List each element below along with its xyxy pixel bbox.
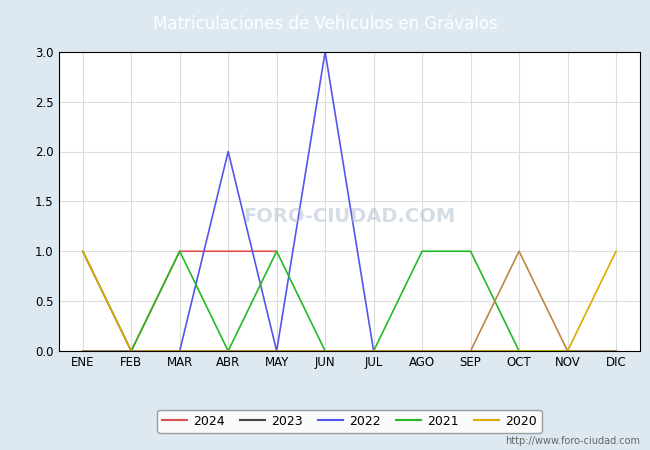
2020 <box>321 348 329 354</box>
2023 <box>418 348 426 354</box>
2023 <box>564 348 571 354</box>
2022 <box>612 348 620 354</box>
2023 <box>79 248 86 254</box>
2024 <box>176 248 183 254</box>
2022 <box>273 348 281 354</box>
2023 <box>612 348 620 354</box>
2020 <box>612 248 620 254</box>
2021 <box>515 348 523 354</box>
2020 <box>176 348 183 354</box>
2020 <box>467 348 474 354</box>
2022 <box>515 348 523 354</box>
2022 <box>467 348 474 354</box>
2022 <box>321 49 329 54</box>
2020 <box>273 348 281 354</box>
2020 <box>418 348 426 354</box>
Line: 2023: 2023 <box>83 251 616 351</box>
2021 <box>467 248 474 254</box>
Text: FORO-CIUDAD.COM: FORO-CIUDAD.COM <box>243 207 456 226</box>
2022 <box>127 348 135 354</box>
2020 <box>127 348 135 354</box>
Line: 2020: 2020 <box>83 251 616 351</box>
2023 <box>176 348 183 354</box>
2021 <box>176 248 183 254</box>
2020 <box>370 348 378 354</box>
2021 <box>370 348 378 354</box>
Line: 2024: 2024 <box>83 251 277 351</box>
2023 <box>515 348 523 354</box>
2020 <box>79 248 86 254</box>
2023 <box>273 348 281 354</box>
2020 <box>224 348 232 354</box>
Legend: 2024, 2023, 2022, 2021, 2020: 2024, 2023, 2022, 2021, 2020 <box>157 410 541 432</box>
2023 <box>467 348 474 354</box>
2021 <box>224 348 232 354</box>
Text: http://www.foro-ciudad.com: http://www.foro-ciudad.com <box>505 436 640 446</box>
2021 <box>321 348 329 354</box>
2022 <box>564 348 571 354</box>
2021 <box>612 348 620 354</box>
2021 <box>418 248 426 254</box>
2021 <box>127 348 135 354</box>
2021 <box>79 348 86 354</box>
2022 <box>418 348 426 354</box>
2022 <box>370 348 378 354</box>
2024 <box>79 348 86 354</box>
2020 <box>564 348 571 354</box>
Text: Matriculaciones de Vehiculos en Grávalos: Matriculaciones de Vehiculos en Grávalos <box>153 14 497 33</box>
2023 <box>224 348 232 354</box>
2020 <box>515 348 523 354</box>
2021 <box>273 248 281 254</box>
2022 <box>79 348 86 354</box>
Line: 2021: 2021 <box>83 251 616 351</box>
2022 <box>176 348 183 354</box>
2024 <box>224 248 232 254</box>
2024 <box>273 248 281 254</box>
2024 <box>127 348 135 354</box>
Line: 2022: 2022 <box>83 52 616 351</box>
2023 <box>370 348 378 354</box>
2022 <box>224 149 232 154</box>
2023 <box>127 348 135 354</box>
2021 <box>564 348 571 354</box>
2023 <box>321 348 329 354</box>
